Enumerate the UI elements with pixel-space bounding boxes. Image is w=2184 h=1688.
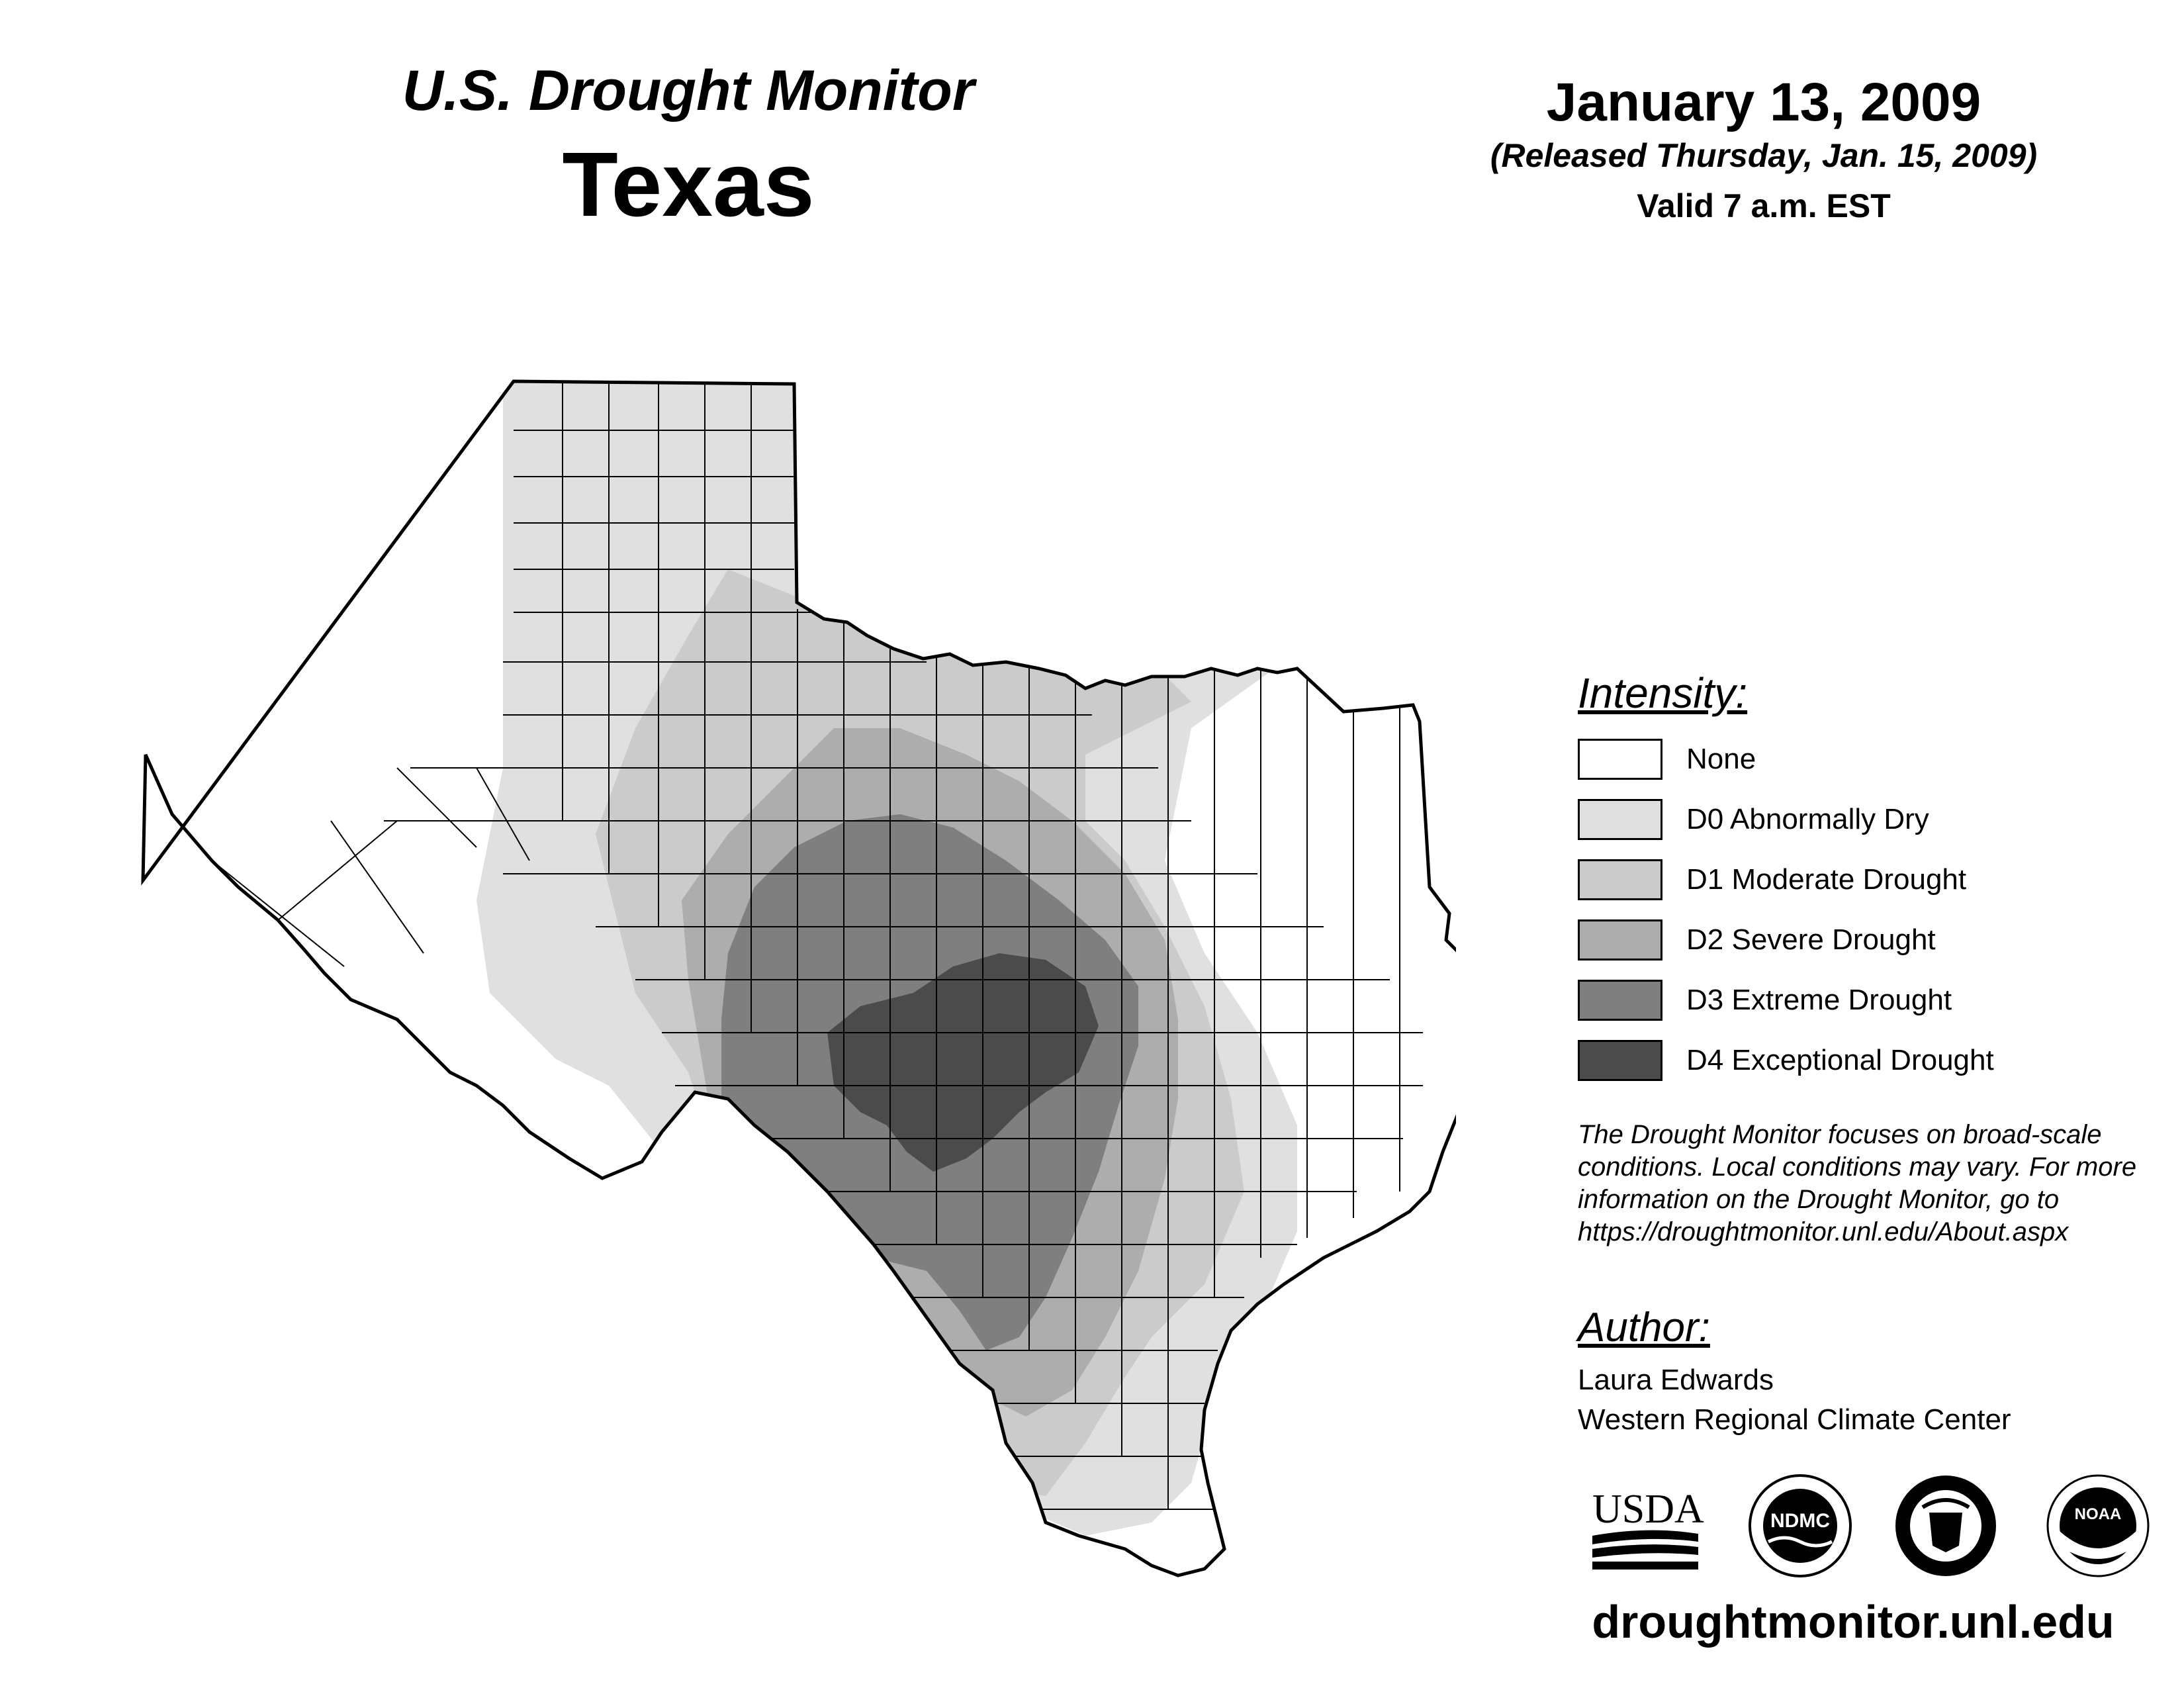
legend-label: D1 Moderate Drought (1686, 863, 1967, 896)
usda-text: USDA (1592, 1487, 1704, 1532)
noaa-logo: NOAA (2046, 1474, 2150, 1577)
legend-swatch-none (1578, 739, 1662, 780)
legend-swatch-d3 (1578, 980, 1662, 1021)
legend-swatch-d2 (1578, 919, 1662, 961)
legend-swatch-d4 (1578, 1040, 1662, 1081)
legend-item-d4: D4 Exceptional Drought (1578, 1039, 1994, 1082)
legend-label: None (1686, 743, 1756, 775)
legend-swatch-d0 (1578, 799, 1662, 840)
legend-item-d2: D2 Severe Drought (1578, 919, 1936, 961)
texas-outline (141, 379, 1456, 1577)
legend-item-none: None (1578, 738, 1756, 780)
partner-logos: USDA NDMC NOAA (1592, 1474, 2150, 1577)
map-date: January 13, 2009 (1546, 72, 1981, 132)
department-of-commerce-seal-icon (1895, 1476, 1996, 1576)
texas-drought-map (141, 379, 1456, 1577)
release-date: (Released Thursday, Jan. 15, 2009) (1490, 137, 2038, 174)
usda-logo: USDA (1592, 1487, 1704, 1570)
legend-label: D3 Extreme Drought (1686, 984, 1952, 1016)
valid-time: Valid 7 a.m. EST (1637, 187, 1891, 224)
legend-item-d3: D3 Extreme Drought (1578, 979, 1952, 1021)
ndmc-logo: NDMC (1749, 1474, 1852, 1577)
author-name: Laura Edwards (1578, 1364, 1774, 1396)
ndmc-text: NDMC (1770, 1510, 1830, 1532)
d4-region (827, 953, 1099, 1172)
legend-swatch-d1 (1578, 859, 1662, 900)
county-lines (211, 381, 1423, 1510)
legend-item-d0: D0 Abnormally Dry (1578, 798, 1929, 841)
legend-label: D4 Exceptional Drought (1686, 1044, 1994, 1076)
legend-heading: Intensity: (1578, 669, 1748, 717)
drought-monitor-note: The Drought Monitor focuses on broad-sca… (1578, 1120, 2137, 1246)
legend-label: D0 Abnormally Dry (1686, 803, 1929, 835)
author-heading: Author: (1578, 1305, 1710, 1350)
map-title: U.S. Drought Monitor (402, 59, 975, 122)
legend-item-d1: D1 Moderate Drought (1578, 859, 1966, 901)
state-title: Texas (562, 134, 815, 236)
noaa-text: NOAA (2075, 1505, 2122, 1523)
legend-label: D2 Severe Drought (1686, 923, 1936, 956)
website-url[interactable]: droughtmonitor.unl.edu (1592, 1596, 2115, 1648)
author-organization: Western Regional Climate Center (1578, 1403, 2011, 1436)
